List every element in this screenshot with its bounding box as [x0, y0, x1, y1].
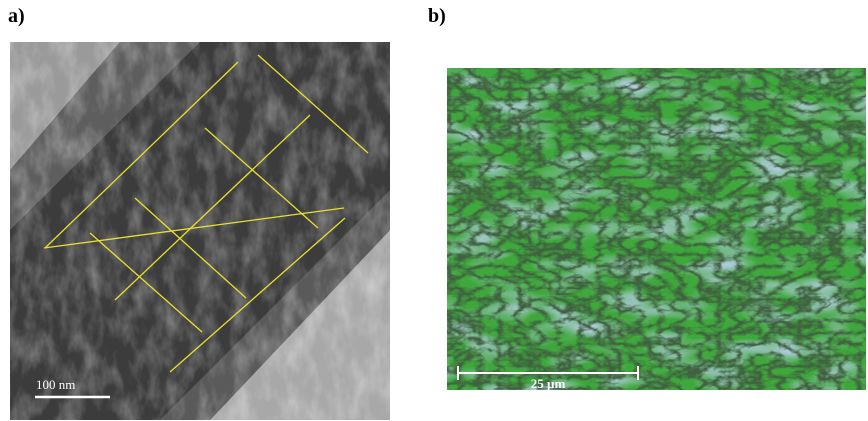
- tem-image: 100 nm: [10, 42, 390, 420]
- panel-label: a): [8, 5, 25, 27]
- ebsd-map: 25 µm: [447, 68, 866, 391]
- scale-bar-label: 100 nm: [36, 377, 75, 392]
- scale-bar-label: 25 µm: [531, 376, 566, 391]
- panel-label: b): [428, 5, 446, 27]
